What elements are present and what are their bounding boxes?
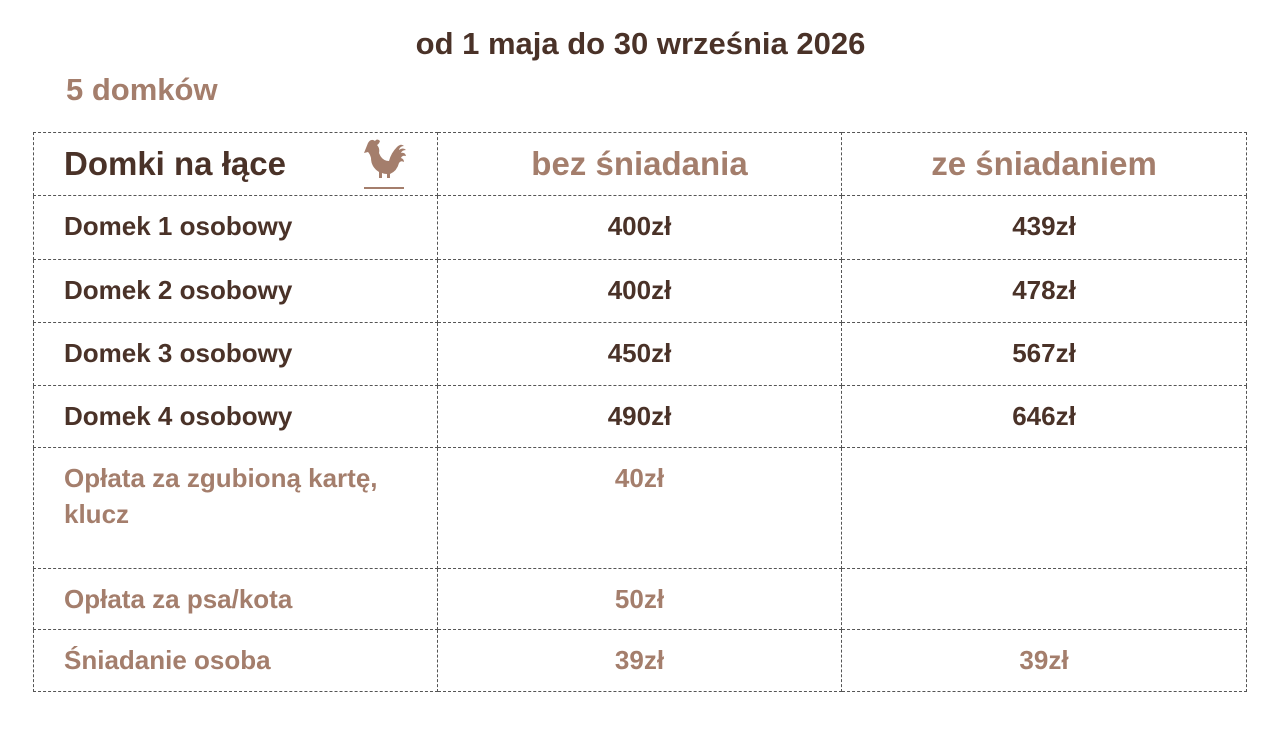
row-label: Domek 3 osobowy — [33, 323, 438, 386]
row-label: Śniadanie osoba — [33, 630, 438, 692]
price-cell — [842, 569, 1247, 630]
row-label: Domek 4 osobowy — [33, 386, 438, 448]
price-cell: 450zł — [438, 323, 842, 386]
subtitle: 5 domków — [66, 72, 218, 107]
price-cell: 40zł — [438, 448, 842, 569]
row-label: Domek 1 osobowy — [33, 196, 438, 260]
row-label: Opłata za psa/kota — [33, 569, 438, 630]
price-cell: 646zł — [842, 386, 1247, 448]
row-label: Opłata za zgubioną kartę, klucz — [33, 448, 438, 569]
price-cell — [842, 448, 1247, 569]
price-cell: 490zł — [438, 386, 842, 448]
title: od 1 maja do 30 września 2026 — [415, 26, 866, 61]
price-cell: 39zł — [438, 630, 842, 692]
column-header: bez śniadania — [438, 132, 842, 196]
row-label: Domek 2 osobowy — [33, 260, 438, 323]
column-header: Domki na łące — [33, 132, 438, 196]
price-cell: 400zł — [438, 196, 842, 260]
price-cell: 400zł — [438, 260, 842, 323]
price-cell: 39zł — [842, 630, 1247, 692]
price-cell: 439zł — [842, 196, 1247, 260]
price-cell: 50zł — [438, 569, 842, 630]
price-cell: 478zł — [842, 260, 1247, 323]
rooster-icon — [364, 139, 406, 189]
column-header: ze śniadaniem — [842, 132, 1247, 196]
price-cell: 567zł — [842, 323, 1247, 386]
